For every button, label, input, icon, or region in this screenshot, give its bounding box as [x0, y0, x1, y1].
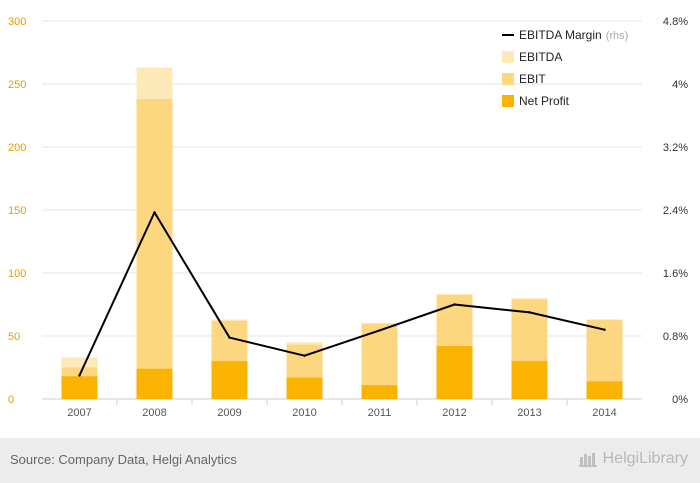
- line-point: [303, 354, 306, 357]
- library-icon: [578, 453, 597, 467]
- bar-net-profit: [211, 361, 248, 399]
- y-left-tick-label: 250: [8, 79, 26, 91]
- brand-name: HelgiLibrary: [602, 450, 688, 467]
- legend-suffix: (rhs): [606, 30, 629, 42]
- bar-net-profit: [61, 376, 98, 399]
- y-right-tick-label: 0.8%: [663, 331, 688, 343]
- y-right-tick-label: 4%: [672, 79, 688, 91]
- y-right-tick-label: 1.6%: [663, 268, 688, 280]
- line-point: [603, 328, 606, 331]
- line-point: [153, 211, 156, 214]
- bar-net-profit: [286, 377, 323, 399]
- y-left-tick-label: 200: [8, 142, 26, 154]
- line-point: [228, 336, 231, 339]
- y-left-tick-label: 50: [8, 331, 20, 343]
- line-point: [78, 374, 81, 377]
- x-tick-label: 2009: [217, 407, 241, 419]
- y-right-tick-label: 4.8%: [663, 16, 688, 28]
- brand-logo: HelgiLibrary: [578, 450, 688, 468]
- y-right-tick-label: 3.2%: [663, 142, 688, 154]
- footer: Source: Company Data, Helgi Analytics He…: [0, 438, 700, 483]
- bar-net-profit: [136, 368, 173, 399]
- y-left-tick-label: 0: [8, 394, 14, 406]
- x-tick-label: 2007: [67, 407, 91, 419]
- x-tick-label: 2011: [368, 407, 392, 419]
- bar-ebit: [136, 99, 173, 400]
- y-right-tick-label: 2.4%: [663, 205, 688, 217]
- y-left-tick-label: 150: [8, 205, 26, 217]
- y-left-tick-label: 300: [8, 16, 26, 28]
- source-note: Source: Company Data, Helgi Analytics: [10, 452, 237, 467]
- chart: 0 0% 50 0.8% 100 1.6% 150 2.4% 200 3.2% 250 4% 300 4.…: [8, 16, 688, 419]
- x-tick-label: 2014: [592, 407, 616, 419]
- legend-label: EBITDA Margin (rhs): [519, 28, 628, 42]
- line-point: [378, 329, 381, 332]
- line-point: [528, 311, 531, 314]
- bar-net-profit: [511, 361, 548, 399]
- bar-net-profit: [436, 346, 473, 399]
- legend-label: EBIT: [519, 72, 546, 86]
- x-tick-label: 2012: [442, 407, 466, 419]
- legend-label: EBITDA: [519, 50, 562, 64]
- legend-label: Net Profit: [519, 94, 570, 108]
- legend-swatch: [502, 95, 514, 107]
- y-right-tick-label: 0%: [672, 394, 688, 406]
- line-ebitda-margin: [78, 211, 605, 376]
- x-tick-label: 2013: [517, 407, 541, 419]
- legend-swatch: [502, 73, 514, 85]
- legend-swatch: [502, 51, 514, 63]
- y-left-tick-label: 100: [8, 268, 26, 280]
- x-tick-label: 2010: [292, 407, 316, 419]
- bar-net-profit: [586, 381, 623, 399]
- line-point: [453, 303, 456, 306]
- bar-net-profit: [361, 385, 398, 399]
- x-tick-label: 2008: [142, 407, 166, 419]
